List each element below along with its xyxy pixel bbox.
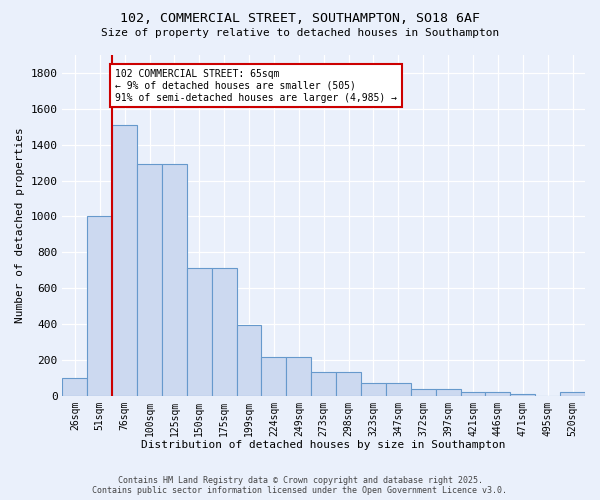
Bar [411, 390, 436, 396]
Text: Contains HM Land Registry data © Crown copyright and database right 2025.
Contai: Contains HM Land Registry data © Crown c… [92, 476, 508, 495]
Text: 102, COMMERCIAL STREET, SOUTHAMPTON, SO18 6AF: 102, COMMERCIAL STREET, SOUTHAMPTON, SO1… [120, 12, 480, 26]
Bar [511, 394, 535, 396]
Bar [336, 372, 361, 396]
Bar [88, 216, 112, 396]
Bar [386, 383, 411, 396]
Bar [461, 392, 485, 396]
Bar [212, 268, 236, 396]
Bar [262, 357, 286, 396]
X-axis label: Distribution of detached houses by size in Southampton: Distribution of detached houses by size … [142, 440, 506, 450]
Bar [162, 164, 187, 396]
Bar [187, 268, 212, 396]
Y-axis label: Number of detached properties: Number of detached properties [15, 128, 25, 323]
Bar [311, 372, 336, 396]
Bar [236, 325, 262, 396]
Bar [62, 378, 88, 396]
Bar [361, 383, 386, 396]
Text: Size of property relative to detached houses in Southampton: Size of property relative to detached ho… [101, 28, 499, 38]
Bar [137, 164, 162, 396]
Bar [560, 392, 585, 396]
Bar [436, 390, 461, 396]
Bar [485, 392, 511, 396]
Bar [112, 125, 137, 396]
Text: 102 COMMERCIAL STREET: 65sqm
← 9% of detached houses are smaller (505)
91% of se: 102 COMMERCIAL STREET: 65sqm ← 9% of det… [115, 70, 397, 102]
Bar [286, 357, 311, 396]
